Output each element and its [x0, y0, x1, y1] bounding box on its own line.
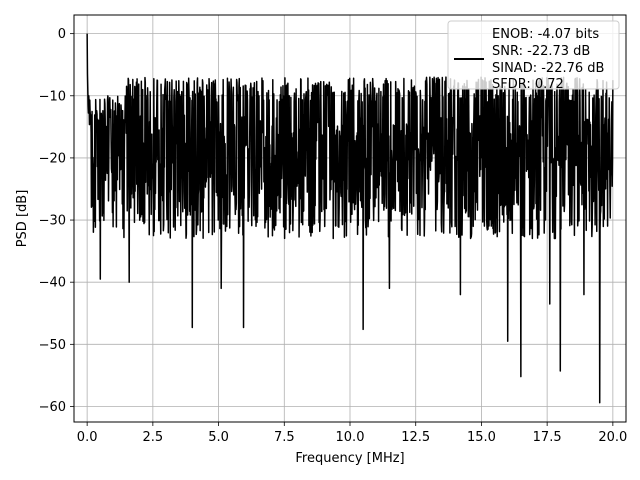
- legend-sfdr: SFDR: 0.72: [492, 77, 564, 92]
- legend-snr: SNR: -22.73 dB: [492, 44, 590, 59]
- x-tick-label: 2.5: [143, 430, 164, 445]
- y-axis: 0 −10 −20 −30 −40 −50 −60: [39, 27, 74, 415]
- y-tick-label: −40: [39, 276, 66, 291]
- y-tick-label: −60: [39, 400, 66, 415]
- x-tick-label: 12.5: [401, 430, 430, 445]
- x-tick-label: 7.5: [274, 430, 295, 445]
- plot-area: [86, 33, 614, 404]
- x-tick-label: 20.0: [598, 430, 627, 445]
- legend-box: [447, 20, 620, 90]
- legend-sinad: SINAD: -22.76 dB: [492, 61, 604, 76]
- psd-series-line: [86, 33, 614, 404]
- y-tick-label: −10: [39, 89, 66, 104]
- legend-enob: ENOB: -4.07 bits: [492, 27, 599, 42]
- y-tick-label: −50: [39, 338, 66, 353]
- x-axis: 0.0 2.5 5.0 7.5 10.0 12.5 15.0 17.5 20.0: [77, 422, 627, 445]
- x-tick-label: 15.0: [467, 430, 496, 445]
- x-tick-label: 17.5: [533, 430, 562, 445]
- x-tick-label: 0.0: [77, 430, 98, 445]
- y-tick-label: −30: [39, 214, 66, 229]
- y-tick-label: 0: [58, 27, 66, 42]
- y-tick-label: −20: [39, 151, 66, 166]
- legend: ENOB: -4.07 bits SNR: -22.73 dB SINAD: -…: [447, 20, 620, 92]
- y-axis-label: PSD [dB]: [15, 190, 30, 248]
- x-axis-label: Frequency [MHz]: [295, 451, 404, 466]
- x-tick-label: 10.0: [336, 430, 365, 445]
- x-tick-label: 5.0: [208, 430, 229, 445]
